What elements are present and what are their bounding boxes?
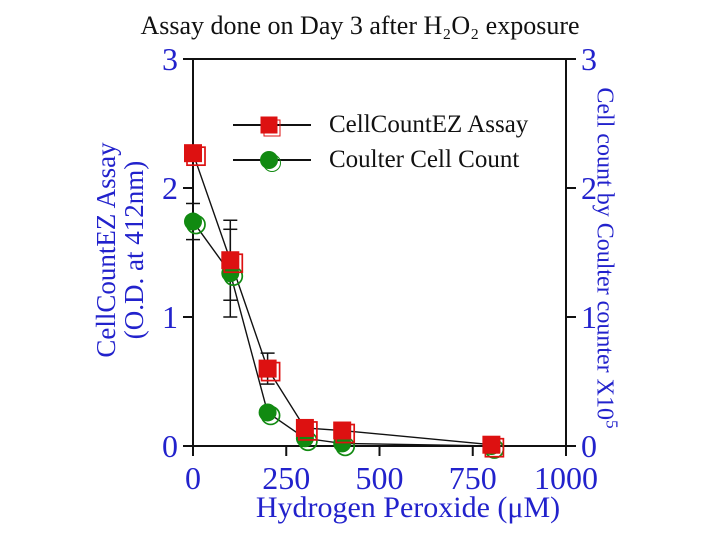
- x-axis-title: Hydrogen Peroxide (μM): [255, 491, 561, 524]
- series-markers-circle: [184, 212, 505, 459]
- y-tick-label-left: 1: [162, 299, 178, 335]
- y-tick-label-left: 0: [162, 428, 178, 464]
- x-tick-label: 500: [356, 460, 404, 496]
- legend-line-green: [233, 150, 311, 172]
- legend-line-red: [233, 116, 311, 136]
- x-tick-label: 0: [185, 460, 201, 496]
- y-tick-label-right: 1: [581, 299, 597, 335]
- series-line-square: [192, 152, 492, 446]
- green-circle-marker-icon: [259, 150, 281, 172]
- legend-item-coulter-cell-count: Coulter Cell Count: [233, 142, 528, 177]
- left-axis-title-line2: (O.D. at 412nm): [119, 160, 149, 340]
- x-tick-label: 1000: [534, 460, 598, 496]
- circle-marker-icon: [258, 403, 277, 422]
- circle-marker-icon: [184, 212, 202, 231]
- left-axis-title: CellCountEZ Assay (O.D. at 412nm): [91, 142, 149, 358]
- chart-title: Assay done on Day 3 after H₂O₂ exposure: [140, 11, 580, 40]
- x-tick-label: 750: [449, 460, 497, 496]
- right-axis-title-superscript: 5: [602, 419, 622, 429]
- y-tick-label-right: 3: [581, 41, 597, 77]
- y-tick-label-right: 0: [581, 428, 597, 464]
- legend-label-cellcountez: CellCountEZ Assay: [329, 110, 529, 138]
- left-axis-title-line1: CellCountEZ Assay: [91, 142, 121, 358]
- plot-frame: [192, 58, 567, 447]
- y-tick-label-left: 2: [162, 170, 178, 206]
- right-axis-title: Cell count by Coulter counter X105: [591, 87, 622, 428]
- legend-item-cellcountez-assay: CellCountEZ Assay: [233, 107, 528, 142]
- y-axis-ticks: 0 0 1 1 2 2 3 3: [162, 41, 597, 464]
- square-marker-icon: [258, 359, 277, 378]
- legend-label-coulter: Coulter Cell Count: [329, 145, 520, 173]
- square-marker-icon: [221, 251, 240, 270]
- right-axis-title-text: Cell count by Coulter counter X10: [591, 87, 618, 420]
- x-tick-label: 250: [262, 460, 310, 496]
- square-marker-icon: [295, 418, 314, 437]
- legend: CellCountEZ Assay Coulter Cell Count: [233, 107, 528, 177]
- square-marker-icon: [184, 144, 202, 163]
- square-marker-icon: [482, 435, 501, 454]
- series-markers-square: [184, 144, 505, 458]
- x-axis-ticks: 0 250 500 750 1000: [185, 447, 598, 496]
- square-marker-icon: [333, 421, 352, 440]
- y-tick-label-right: 2: [581, 170, 597, 206]
- red-square-marker-icon: [260, 116, 281, 136]
- y-tick-label-left: 3: [162, 41, 178, 77]
